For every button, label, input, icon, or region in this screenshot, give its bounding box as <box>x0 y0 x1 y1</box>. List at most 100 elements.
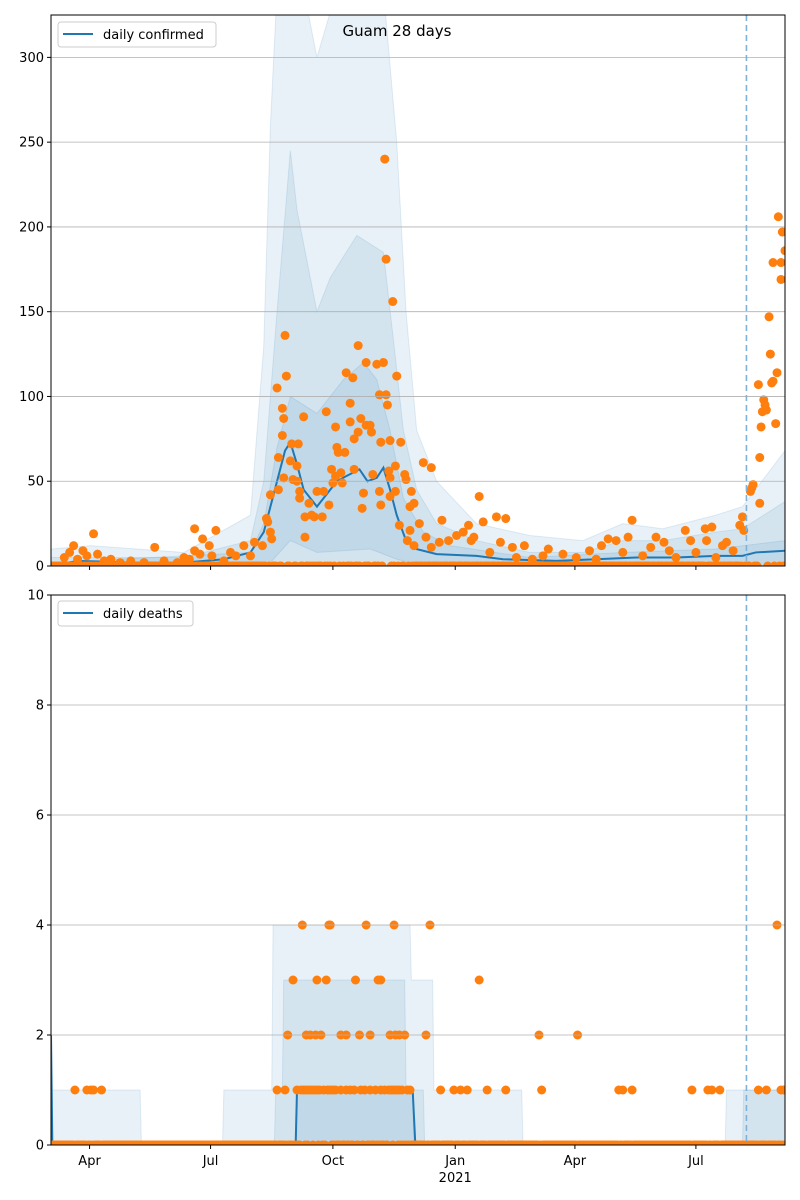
observation-point <box>358 488 368 498</box>
observation-point <box>368 469 378 479</box>
observation-point <box>603 534 613 544</box>
observation-point <box>779 1085 785 1095</box>
observation-point <box>780 246 785 256</box>
x-tick-label: Jan <box>444 1154 465 1169</box>
observation-point <box>106 554 116 564</box>
observation-point <box>771 419 781 429</box>
observation-point <box>336 468 346 478</box>
observation-point <box>776 258 785 268</box>
observation-point <box>374 486 384 496</box>
y-tick-label: 0 <box>36 1139 44 1154</box>
observation-point <box>226 547 236 557</box>
observation-point <box>752 561 762 566</box>
observation-point <box>263 517 273 527</box>
x-tick-labels: Apr Jul Oct Jan 2021 Apr Jul <box>78 1154 703 1186</box>
x-tick-year-label: 2021 <box>439 1171 472 1186</box>
observation-point <box>317 512 327 522</box>
observation-point <box>385 436 395 446</box>
observation-point <box>281 371 291 381</box>
observation-point <box>394 520 404 530</box>
observation-point <box>756 422 766 432</box>
observation-point <box>73 554 83 564</box>
y-tick-label: 0 <box>36 560 44 575</box>
observation-point <box>764 312 774 322</box>
observation-point <box>312 975 322 985</box>
observation-point <box>773 212 783 222</box>
observation-point <box>295 486 305 496</box>
observation-point <box>365 420 375 430</box>
observation-point <box>452 530 462 540</box>
observation-point <box>611 536 621 546</box>
observation-point <box>376 500 386 510</box>
observation-point <box>711 553 721 563</box>
observation-point <box>349 1085 359 1095</box>
observation-point <box>207 551 217 561</box>
observation-point <box>434 537 444 547</box>
observation-point <box>646 542 656 552</box>
observation-point <box>309 512 319 522</box>
x-tick-label: Apr <box>78 1154 101 1169</box>
legend-label: daily confirmed <box>103 28 204 43</box>
observation-point <box>755 498 765 508</box>
observation-point <box>366 427 376 437</box>
observation-point <box>707 1085 717 1095</box>
observation-point <box>345 417 355 427</box>
observation-point <box>377 561 387 566</box>
observation-point <box>345 398 355 408</box>
observation-point <box>538 551 548 561</box>
observation-point <box>249 537 259 547</box>
observation-point <box>618 547 628 557</box>
observation-point <box>333 447 343 457</box>
observation-point <box>279 414 289 424</box>
observation-point <box>426 463 436 473</box>
observation-point <box>537 1085 547 1095</box>
y-tick-label: 200 <box>19 220 44 235</box>
observation-point <box>331 422 341 432</box>
observation-point <box>507 542 517 552</box>
observation-point <box>405 525 415 535</box>
observation-point <box>761 1085 771 1095</box>
observation-point <box>295 493 305 503</box>
observation-point <box>337 478 347 488</box>
observation-point <box>491 512 501 522</box>
observation-point <box>204 541 214 551</box>
observation-point <box>378 358 388 368</box>
observation-point <box>761 405 771 415</box>
observation-point <box>321 407 331 417</box>
observation-point <box>184 554 194 564</box>
observation-point <box>293 439 303 449</box>
observation-point <box>328 478 338 488</box>
observation-point <box>396 437 406 447</box>
observation-point <box>300 532 310 542</box>
observation-point <box>426 542 436 552</box>
observation-point <box>691 547 701 557</box>
observation-point <box>349 464 359 474</box>
observation-point <box>777 227 785 237</box>
observation-point <box>340 447 350 457</box>
observation-point <box>543 544 553 554</box>
legend-confirmed: daily confirmed <box>57 21 217 48</box>
y-tick-label: 2 <box>36 1029 44 1044</box>
observation-point <box>686 536 696 546</box>
y-tick-label: 300 <box>19 51 44 66</box>
observation-point <box>384 466 394 476</box>
observation-point <box>239 541 249 551</box>
observation-point <box>728 546 738 556</box>
observation-point <box>402 536 412 546</box>
observation-point <box>257 541 267 551</box>
observation-point <box>126 556 136 566</box>
observation-point <box>299 412 309 422</box>
observation-point <box>664 546 674 556</box>
observation-point <box>280 330 290 340</box>
observation-point <box>195 549 205 559</box>
observation-point <box>273 452 283 462</box>
observation-point <box>211 525 221 535</box>
observation-point <box>591 554 601 564</box>
observation-point <box>401 475 411 485</box>
observation-point <box>65 547 75 557</box>
observation-point <box>418 458 428 468</box>
observation-point <box>341 368 351 378</box>
observation-point <box>755 452 765 462</box>
y-tick-label: 150 <box>19 305 44 320</box>
observation-point <box>436 1085 446 1095</box>
